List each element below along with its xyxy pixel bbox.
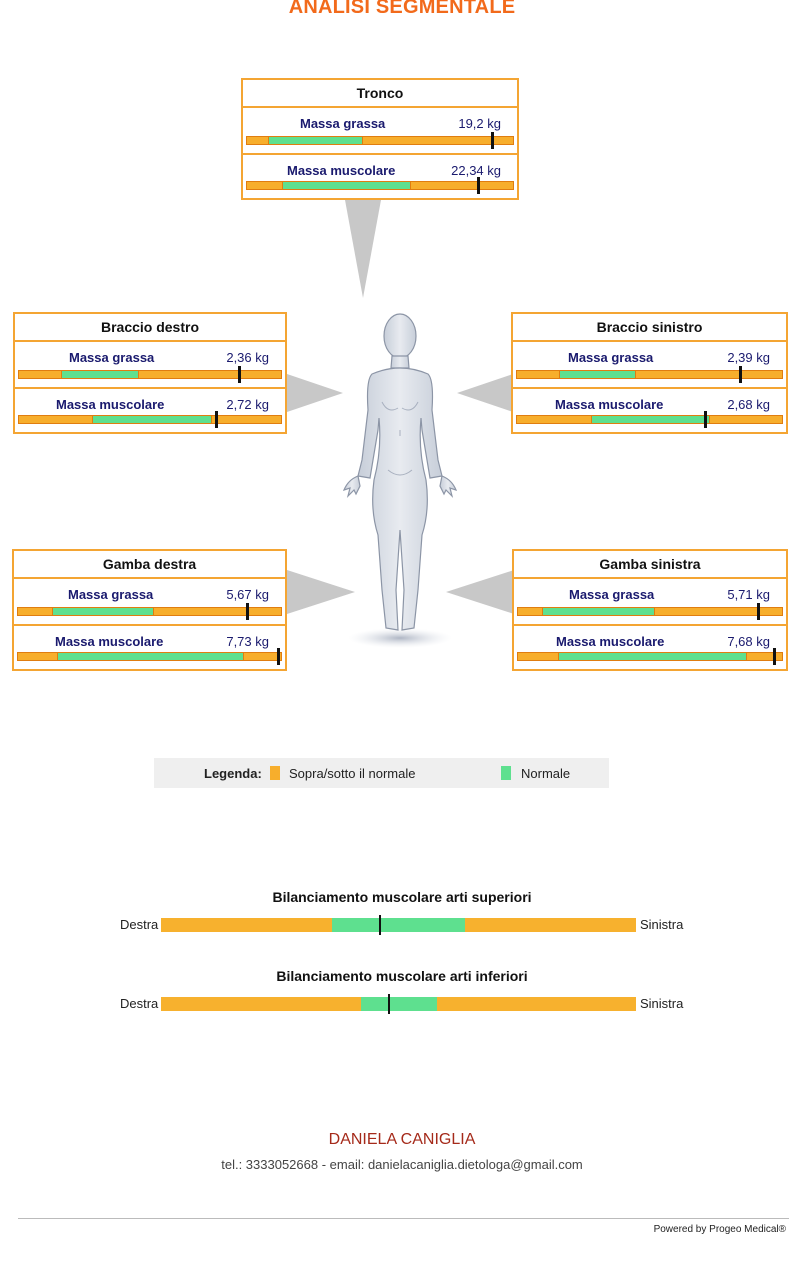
metric-label: Massa grassa — [568, 350, 654, 365]
normal-range — [57, 653, 244, 660]
legend-title: Legenda: — [204, 766, 262, 781]
segment-tronco: Tronco Massa grassa 19,2 kg Massa muscol… — [241, 78, 519, 200]
normal-range — [332, 918, 465, 932]
gamba-sinistra-connector — [446, 570, 514, 614]
braccio-destro-connector — [287, 374, 343, 412]
value-marker — [388, 994, 390, 1014]
legend-normal-label: Normale — [521, 766, 571, 781]
metric-value: 2,72 kg — [226, 397, 269, 412]
metric-label: Massa grassa — [68, 587, 154, 602]
metric-fat: Massa grassa 5,67 kg — [14, 579, 285, 624]
balance-lower-title: Bilanciamento muscolare arti inferiori — [276, 968, 528, 984]
footer-contact: tel.: 3333052668 - email: danielacanigli… — [221, 1157, 583, 1172]
balance-lower-bar — [161, 994, 636, 1014]
value-marker — [277, 648, 281, 665]
value-marker — [704, 411, 708, 428]
metric-value: 2,39 kg — [727, 350, 770, 365]
balance-upper-right-label: Sinistra — [640, 917, 684, 932]
metric-label: Massa muscolare — [56, 397, 165, 412]
range-bar — [246, 132, 514, 149]
normal-range — [559, 371, 636, 378]
balance-lower-right-label: Sinistra — [640, 996, 684, 1011]
balance-lower-left-label: Destra — [120, 996, 159, 1011]
normal-range — [557, 653, 748, 660]
metric-label: Massa grassa — [69, 350, 155, 365]
braccio-sinistro-connector — [457, 374, 513, 412]
footer-divider — [18, 1218, 789, 1219]
value-marker — [773, 648, 777, 665]
value-marker — [214, 411, 218, 428]
body-figure — [342, 313, 458, 648]
metric-fat: Massa grassa 5,71 kg — [514, 579, 786, 624]
value-marker — [490, 132, 494, 149]
range-bar — [18, 411, 282, 428]
metric-label: Massa grassa — [569, 587, 655, 602]
legend-normal-swatch — [501, 766, 511, 780]
metric-value: 22,34 kg — [451, 163, 501, 178]
metric-muscle: Massa muscolare 2,68 kg — [513, 387, 786, 432]
metric-value: 19,2 kg — [458, 116, 501, 131]
normal-range — [268, 137, 364, 144]
metric-value: 2,36 kg — [226, 350, 269, 365]
range-bar — [18, 366, 282, 383]
metric-value: 5,71 kg — [727, 587, 770, 602]
value-marker — [738, 366, 742, 383]
segment-title: Gamba sinistra — [514, 551, 786, 579]
metric-label: Massa muscolare — [55, 634, 164, 649]
value-marker — [245, 603, 249, 620]
value-marker — [238, 366, 242, 383]
metric-label: Massa grassa — [300, 116, 386, 131]
metric-muscle: Massa muscolare 22,34 kg — [243, 153, 517, 198]
gamba-destra-connector — [287, 570, 355, 614]
segment-braccio-sinistro: Braccio sinistro Massa grassa 2,39 kg Ma… — [511, 312, 788, 434]
normal-range — [60, 371, 139, 378]
range-bar — [17, 603, 282, 620]
range-bar — [517, 603, 783, 620]
footer-name: DANIELA CANIGLIA — [328, 1131, 476, 1148]
normal-range — [281, 182, 412, 189]
tronco-connector — [345, 200, 381, 298]
metric-muscle: Massa muscolare 7,68 kg — [514, 624, 786, 669]
metric-fat: Massa grassa 19,2 kg — [243, 108, 517, 153]
segment-braccio-destro: Braccio destro Massa grassa 2,36 kg Mass… — [13, 312, 287, 434]
normal-range — [52, 608, 155, 615]
segment-gamba-sinistra: Gamba sinistra Massa grassa 5,71 kg Mass… — [512, 549, 788, 671]
metric-value: 5,67 kg — [226, 587, 269, 602]
metric-value: 2,68 kg — [727, 397, 770, 412]
segment-gamba-destra: Gamba destra Massa grassa 5,67 kg Massa … — [12, 549, 287, 671]
metric-fat: Massa grassa 2,36 kg — [15, 342, 285, 387]
value-marker — [378, 915, 381, 935]
metric-muscle: Massa muscolare 7,73 kg — [14, 624, 285, 669]
metric-value: 7,68 kg — [727, 634, 770, 649]
balance-upper-title: Bilanciamento muscolare arti superiori — [272, 889, 532, 905]
legend-out-of-range-swatch — [270, 766, 280, 780]
segment-title: Braccio sinistro — [513, 314, 786, 342]
balance-upper-left-label: Destra — [120, 917, 159, 932]
page-title: ANALISI SEGMENTALE — [288, 0, 516, 18]
segment-title: Gamba destra — [14, 551, 285, 579]
normal-range — [92, 416, 213, 423]
range-bar — [516, 366, 783, 383]
range-bar — [516, 411, 783, 428]
range-bar — [517, 648, 783, 665]
metric-muscle: Massa muscolare 2,72 kg — [15, 387, 285, 432]
range-bar — [246, 177, 514, 194]
metric-fat: Massa grassa 2,39 kg — [513, 342, 786, 387]
metric-value: 7,73 kg — [226, 634, 269, 649]
legend: Legenda: Sopra/sotto il normale Normale — [154, 758, 609, 788]
powered-by: Powered by Progeo Medical® — [653, 1224, 786, 1235]
metric-label: Massa muscolare — [287, 163, 396, 178]
normal-range — [360, 997, 437, 1011]
metric-label: Massa muscolare — [555, 397, 664, 412]
legend-out-of-range-label: Sopra/sotto il normale — [289, 766, 416, 781]
segment-title: Braccio destro — [15, 314, 285, 342]
normal-range — [591, 416, 710, 423]
value-marker — [757, 603, 761, 620]
value-marker — [477, 177, 481, 194]
balance-upper-bar — [161, 915, 636, 935]
range-bar — [17, 648, 282, 665]
metric-label: Massa muscolare — [556, 634, 665, 649]
segment-title: Tronco — [243, 80, 517, 108]
normal-range — [541, 608, 655, 615]
